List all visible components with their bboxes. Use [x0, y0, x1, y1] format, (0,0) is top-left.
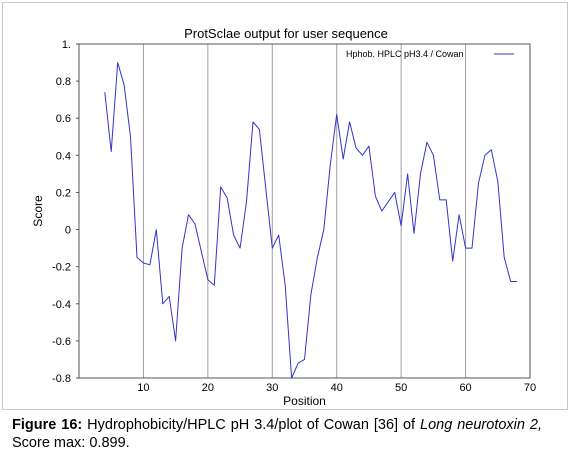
x-tick-label: 10 [137, 382, 149, 394]
line-chart: 10 20 30 40 50 60 70 -0.8 -0.6 -0.4 -0.2 0 0.2 0.4 0.6… [31, 39, 536, 408]
y-tick-label: -0.8 [52, 373, 71, 385]
series-layer [104, 62, 518, 379]
x-tick-label: 50 [395, 382, 407, 394]
legend: Hphob. HPLC pH3.4 / Cowan [346, 49, 514, 59]
figure-label: Figure 16: [12, 417, 83, 433]
y-tick-label: 1. [62, 39, 71, 51]
y-tick-label: 0.6 [56, 113, 71, 125]
x-tick-label: 40 [331, 382, 343, 394]
legend-label: Hphob. HPLC pH3.4 / Cowan [346, 49, 464, 59]
protein-name: Long neurotoxin 2, [420, 417, 542, 433]
y-tick-label: -0.4 [52, 299, 71, 311]
y-tick-label: 0.4 [56, 150, 71, 162]
grid-lines [142, 44, 531, 378]
y-tick-label: 0.8 [56, 76, 71, 88]
x-axis-title: Position [283, 394, 326, 408]
axis-ticks: 10 20 30 40 50 60 70 -0.8 -0.6 -0.4 -0.2 0 0.2 0.4 0.6… [52, 39, 536, 394]
caption-score: Score max: 0.899. [12, 435, 130, 451]
y-axis-title: Score [31, 195, 45, 227]
chart-title: ProtSclae output for user sequence [184, 26, 388, 41]
x-tick-label: 20 [202, 382, 214, 394]
y-tick-label: 0 [65, 225, 71, 237]
y-tick-label: -0.6 [52, 336, 71, 348]
x-tick-label: 70 [524, 382, 536, 394]
figure-caption: Figure 16: Hydrophobicity/HPLC pH 3.4/pl… [12, 416, 542, 452]
plot-area [78, 43, 531, 379]
x-tick-label: 60 [459, 382, 471, 394]
caption-text: Hydrophobicity/HPLC pH 3.4/plot of Cowan… [82, 417, 421, 433]
chart-frame [2, 2, 568, 410]
x-tick-label: 30 [266, 382, 278, 394]
y-tick-label: -0.2 [52, 262, 71, 274]
y-tick-label: 0.2 [56, 187, 71, 199]
series-line [104, 62, 518, 379]
